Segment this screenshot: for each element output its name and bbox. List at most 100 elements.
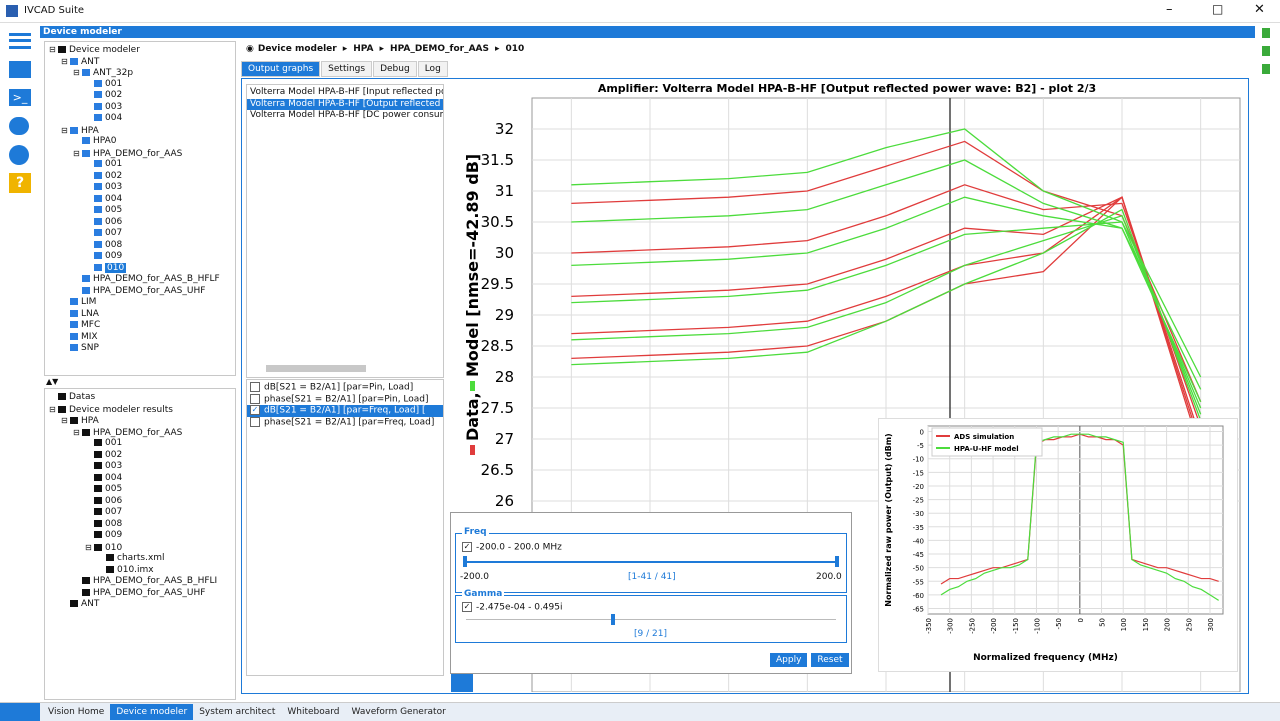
tree-row[interactable]: ⊟ HPA (45, 125, 235, 137)
node-icon (70, 309, 78, 317)
graph-item[interactable]: Volterra Model HPA-B-HF [DC power consum… (250, 110, 443, 120)
gamma-slider[interactable] (466, 619, 836, 620)
slider-handle[interactable] (835, 556, 839, 567)
right-icon[interactable] (1262, 46, 1270, 56)
slider-handle[interactable] (611, 614, 615, 625)
task[interactable]: System architect (199, 707, 276, 717)
tree-row[interactable]: 009 (45, 530, 235, 542)
tree-row[interactable]: ⊟ Device modeler results (45, 404, 235, 416)
crumb[interactable]: Device modeler (257, 44, 337, 54)
tree-row[interactable]: HPA_DEMO_for_AAS_B_HFLF (45, 274, 235, 286)
param-item[interactable]: phase[S21 = B2/A1] [par=Freq, Load] (247, 416, 443, 429)
y-tick-label: 0 (920, 428, 924, 436)
param-item[interactable]: ✓ dB[S21 = B2/A1] [par=Freq, Load] [ (247, 405, 443, 417)
tree-row[interactable]: charts.xml (45, 553, 235, 565)
data-line (571, 184, 1202, 427)
task[interactable]: Whiteboard (287, 707, 340, 717)
tree-row[interactable]: 005 (45, 484, 235, 496)
tree-row[interactable]: LNA (45, 309, 235, 321)
tree-row[interactable]: Datas (45, 392, 235, 404)
tree-row[interactable]: LIM (45, 297, 235, 309)
right-icon[interactable] (1262, 64, 1270, 74)
maximize[interactable]: □ (1212, 2, 1224, 16)
tree-row[interactable]: 004 (45, 113, 235, 125)
tree-row[interactable]: 003 (45, 182, 235, 194)
tree-row[interactable]: ⊟ ANT_32p (45, 67, 235, 79)
param-item[interactable]: phase[S21 = B2/A1] [par=Pin, Load] (247, 393, 443, 406)
scrollbar[interactable] (252, 364, 432, 372)
results-tree: Datas ⊟ Device modeler results ⊟ HPA ⊟ HPA_DEM… (44, 388, 236, 700)
crumb[interactable]: HPA (353, 44, 374, 54)
tree-row[interactable]: 003 (45, 102, 235, 114)
tree-row[interactable]: 002 (45, 171, 235, 183)
tree-row[interactable]: ⊟ ANT (45, 56, 235, 68)
crumb[interactable]: 010 (505, 44, 525, 54)
tree-row[interactable]: HPA_DEMO_for_AAS_UHF (45, 286, 235, 298)
tree-row[interactable]: 001 (45, 438, 235, 450)
tree-row[interactable]: 003 (45, 461, 235, 473)
filter-toggle[interactable] (451, 674, 473, 692)
menu-icon[interactable] (9, 33, 31, 49)
tab[interactable]: Log (417, 61, 448, 77)
tree-row[interactable]: HPA_DEMO_for_AAS_UHF (45, 588, 235, 600)
freq-slider[interactable] (466, 561, 836, 563)
tree-row[interactable]: 008 (45, 519, 235, 531)
debug-icon[interactable] (9, 117, 29, 135)
graph-item[interactable]: Volterra Model HPA-B-HF [Input reflected… (250, 87, 443, 97)
gamma-count: [9 / 21] (634, 629, 667, 639)
freq-range[interactable]: ✓ -200.0 - 200.0 MHz (462, 542, 562, 553)
tree-row[interactable]: ⊟ HPA_DEMO_for_AAS (45, 427, 235, 439)
tab[interactable]: Settings (321, 61, 373, 77)
tree-row[interactable]: 002 (45, 450, 235, 462)
tree-row[interactable]: ⊟ Device modeler (45, 44, 235, 56)
tree-row[interactable]: SNP (45, 343, 235, 355)
node-label: ANT_32p (93, 68, 134, 78)
tree-row[interactable]: 009 (45, 251, 235, 263)
gamma-range[interactable]: ✓ -2.475e-04 - 0.495i (462, 602, 563, 613)
checkbox: ✓ (250, 405, 260, 415)
node-label: HPA_DEMO_for_AAS_B_HFLI (93, 576, 218, 586)
tab[interactable]: Debug (373, 61, 417, 77)
tree-row[interactable]: 006 (45, 496, 235, 508)
minimize[interactable]: – (1166, 2, 1173, 17)
splitter-arrows[interactable]: ▲▼ (46, 377, 59, 386)
graph-item[interactable]: Volterra Model HPA-B-HF [Output reflecte… (247, 98, 443, 110)
tree-row[interactable]: 005 (45, 205, 235, 217)
tree-row[interactable]: 010 (45, 262, 235, 275)
tab[interactable]: Output graphs (241, 61, 321, 77)
tree-row[interactable]: 004 (45, 194, 235, 206)
tree-row[interactable]: ⊟ 010 (45, 542, 235, 554)
task[interactable]: Device modeler (110, 704, 194, 720)
tree-row[interactable]: HPA0 (45, 136, 235, 148)
tree-row[interactable]: 010.imx (45, 565, 235, 577)
tree-row[interactable]: 001 (45, 159, 235, 171)
tree-row[interactable]: HPA_DEMO_for_AAS_B_HFLI (45, 576, 235, 588)
tree-row[interactable]: ⊟ HPA_DEMO_for_AAS (45, 148, 235, 160)
tree-row[interactable]: 002 (45, 90, 235, 102)
task[interactable]: Vision Home (48, 707, 105, 717)
tree-row[interactable]: MFC (45, 320, 235, 332)
tree-row[interactable]: 007 (45, 228, 235, 240)
settings-icon[interactable] (9, 145, 29, 165)
button[interactable]: Reset (811, 653, 849, 667)
tree-row[interactable]: ⊟ HPA (45, 415, 235, 427)
tree-row[interactable]: 004 (45, 473, 235, 485)
help-icon[interactable]: ? (9, 173, 31, 193)
task[interactable]: Waveform Generator (351, 707, 446, 717)
tree-row[interactable]: 006 (45, 217, 235, 229)
button[interactable]: Apply (770, 653, 808, 667)
close[interactable]: ✕ (1254, 2, 1265, 17)
tree-row[interactable]: 007 (45, 507, 235, 519)
crumb[interactable]: HPA_DEMO_for_AAS (390, 44, 489, 54)
node-icon (94, 439, 102, 446)
param-item[interactable]: dB[S21 = B2/A1] [par=Pin, Load] (247, 382, 443, 394)
right-icon[interactable] (1262, 28, 1270, 38)
console-icon[interactable]: >_ (9, 89, 31, 106)
tree-row[interactable]: 001 (45, 79, 235, 91)
pin[interactable] (0, 703, 40, 721)
tree-row[interactable]: 008 (45, 240, 235, 252)
tree-row[interactable]: MIX (45, 332, 235, 344)
files-icon[interactable] (9, 61, 31, 78)
slider-handle[interactable] (463, 556, 467, 567)
tree-row[interactable]: ANT (45, 599, 235, 611)
